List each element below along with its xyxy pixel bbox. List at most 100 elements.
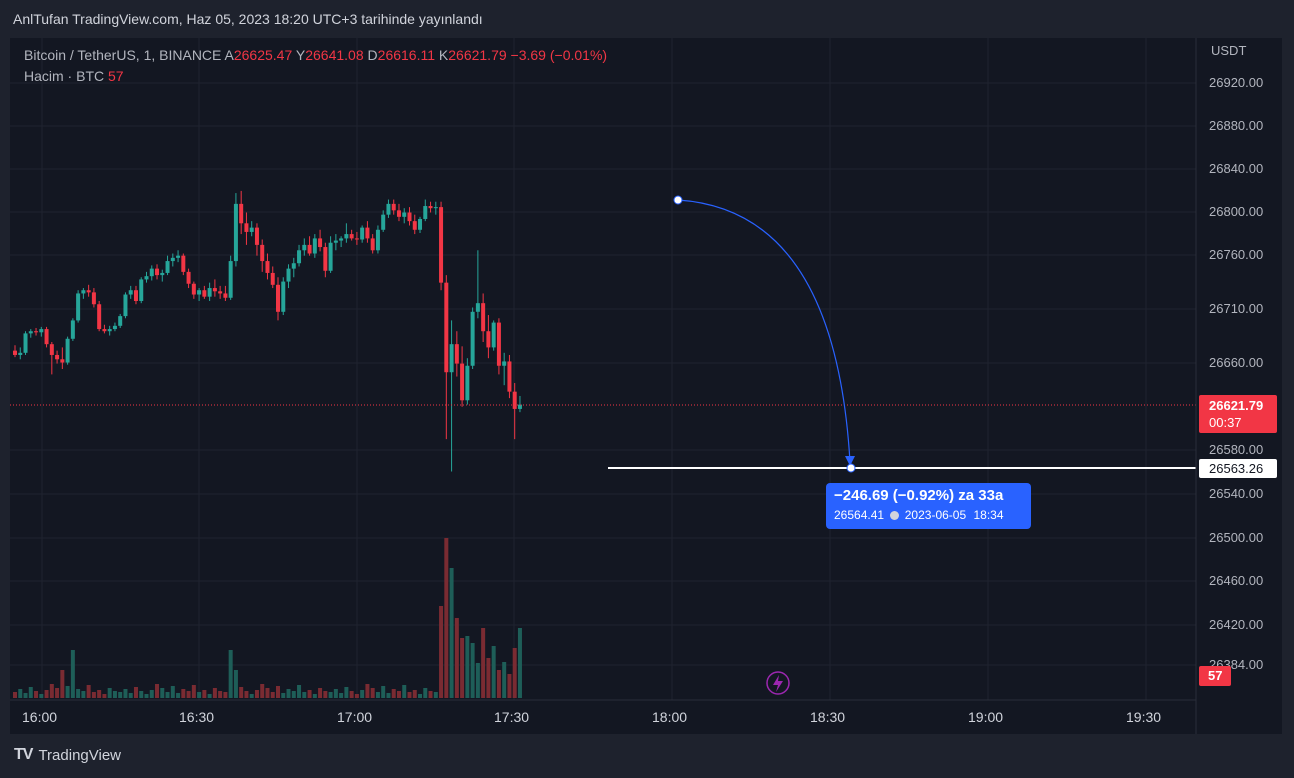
time-tick-label: 18:30 bbox=[810, 709, 846, 725]
candle-body bbox=[418, 218, 423, 230]
candle-body bbox=[297, 250, 302, 264]
candle-body bbox=[391, 203, 396, 211]
volume-bar bbox=[407, 692, 412, 698]
candle-body bbox=[176, 255, 181, 258]
symbol-row[interactable]: Bitcoin / TetherUS, 1, BINANCE A26625.47… bbox=[24, 45, 607, 66]
candle-body bbox=[318, 238, 323, 248]
volume-bar bbox=[228, 650, 233, 698]
volume-value: 57 bbox=[108, 68, 124, 84]
candle-body bbox=[160, 272, 165, 276]
candle-body bbox=[470, 311, 475, 366]
volume-bar bbox=[444, 538, 449, 698]
chart-pane[interactable] bbox=[10, 38, 1282, 734]
candle-body bbox=[133, 290, 138, 302]
volume-row[interactable]: Hacim · BTC 57 bbox=[24, 66, 607, 87]
price-tick-label: 26460.00 bbox=[1209, 573, 1264, 588]
candle-body bbox=[375, 229, 380, 251]
volume-bar bbox=[281, 693, 286, 698]
volume-bar bbox=[123, 689, 128, 698]
volume-bar bbox=[176, 693, 181, 698]
candle-body bbox=[70, 320, 75, 339]
volume-bar bbox=[465, 636, 470, 698]
volume-bar bbox=[39, 694, 44, 698]
candle-body bbox=[486, 331, 491, 348]
currency-label[interactable]: USDT bbox=[1211, 43, 1247, 58]
volume-bar bbox=[507, 674, 512, 698]
candle-body bbox=[197, 290, 202, 295]
close-value: 26621.79 bbox=[448, 47, 507, 63]
candle-body bbox=[354, 238, 359, 240]
volume-bar bbox=[402, 685, 407, 698]
volume-bar bbox=[65, 686, 70, 698]
volume-bar bbox=[170, 686, 175, 698]
volume-bar bbox=[512, 648, 517, 698]
candle-body bbox=[512, 391, 517, 409]
candle-body bbox=[118, 316, 123, 326]
volume-bar bbox=[91, 692, 96, 698]
measure-change: −246.69 (−0.92%) za 33a bbox=[834, 487, 1004, 504]
candle-body bbox=[502, 361, 507, 366]
volume-bar bbox=[439, 606, 444, 698]
high-value: 26641.08 bbox=[305, 47, 364, 63]
volume-bar bbox=[428, 691, 433, 698]
publication-bar: AnlTufan TradingView.com, Haz 05, 2023 1… bbox=[0, 0, 1294, 38]
candle-body bbox=[233, 203, 238, 262]
projection-arc bbox=[677, 199, 851, 463]
volume-bar bbox=[239, 687, 244, 698]
chart-legend[interactable]: Bitcoin / TetherUS, 1, BINANCE A26625.47… bbox=[24, 45, 607, 87]
volume-bar bbox=[491, 646, 496, 698]
candle-body bbox=[139, 279, 144, 302]
symbol-name[interactable]: Bitcoin / TetherUS, 1, BINANCE bbox=[24, 47, 222, 63]
candle-body bbox=[76, 293, 81, 321]
volume-bar bbox=[223, 692, 228, 698]
price-tick-label: 26920.00 bbox=[1209, 75, 1264, 90]
volume-bar bbox=[34, 691, 39, 698]
candle-body bbox=[333, 240, 338, 243]
footer-branding[interactable]: TV TradingView bbox=[14, 746, 121, 764]
candle-body bbox=[191, 283, 196, 295]
current-price-tag: 26621.79 00:37 bbox=[1199, 395, 1277, 433]
volume-bar bbox=[386, 693, 391, 698]
candle-body bbox=[202, 290, 207, 297]
time-tick-label: 18:00 bbox=[652, 709, 688, 725]
volume-bar bbox=[297, 685, 302, 698]
candle-body bbox=[218, 291, 223, 294]
volume-bar bbox=[244, 691, 249, 698]
volume-bar bbox=[460, 638, 465, 698]
candle-body bbox=[323, 247, 328, 271]
candle-body bbox=[265, 261, 270, 273]
price-tick-label: 26420.00 bbox=[1209, 617, 1264, 632]
volume-bar bbox=[18, 689, 23, 698]
candle-body bbox=[349, 234, 354, 239]
current-price-value: 26621.79 bbox=[1209, 398, 1264, 413]
volume-bar bbox=[276, 686, 280, 698]
volume-bar bbox=[381, 686, 386, 698]
volume-label[interactable]: Hacim · BTC bbox=[24, 68, 105, 84]
volume-bar bbox=[344, 687, 349, 698]
measure-price: 26564.41 bbox=[834, 508, 885, 522]
candle-body bbox=[339, 238, 344, 241]
candle-body bbox=[55, 354, 60, 360]
candle-body bbox=[107, 329, 112, 332]
time-tick-label: 17:30 bbox=[494, 709, 530, 725]
candle-body bbox=[186, 271, 191, 284]
volume-bar bbox=[197, 692, 202, 698]
measure-tooltip[interactable]: −246.69 (−0.92%) za 33a 26564.41 2023-06… bbox=[826, 483, 1031, 529]
volume-bar bbox=[49, 684, 54, 698]
volume-bar bbox=[165, 692, 170, 698]
candle-body bbox=[18, 352, 23, 355]
volume-bar bbox=[76, 689, 81, 698]
volume-bar bbox=[418, 694, 423, 698]
grid-lines bbox=[10, 38, 1196, 700]
candle-body bbox=[454, 344, 459, 364]
candle-body bbox=[344, 234, 349, 239]
arc-arrowhead bbox=[845, 456, 855, 466]
candle-body bbox=[517, 404, 522, 409]
candle-body bbox=[244, 223, 249, 232]
volume-bar bbox=[260, 684, 265, 698]
volume-bar bbox=[139, 691, 144, 698]
candle-body bbox=[428, 206, 433, 209]
measure-date: 2023-06-05 bbox=[904, 508, 967, 522]
volume-bar bbox=[144, 694, 149, 698]
